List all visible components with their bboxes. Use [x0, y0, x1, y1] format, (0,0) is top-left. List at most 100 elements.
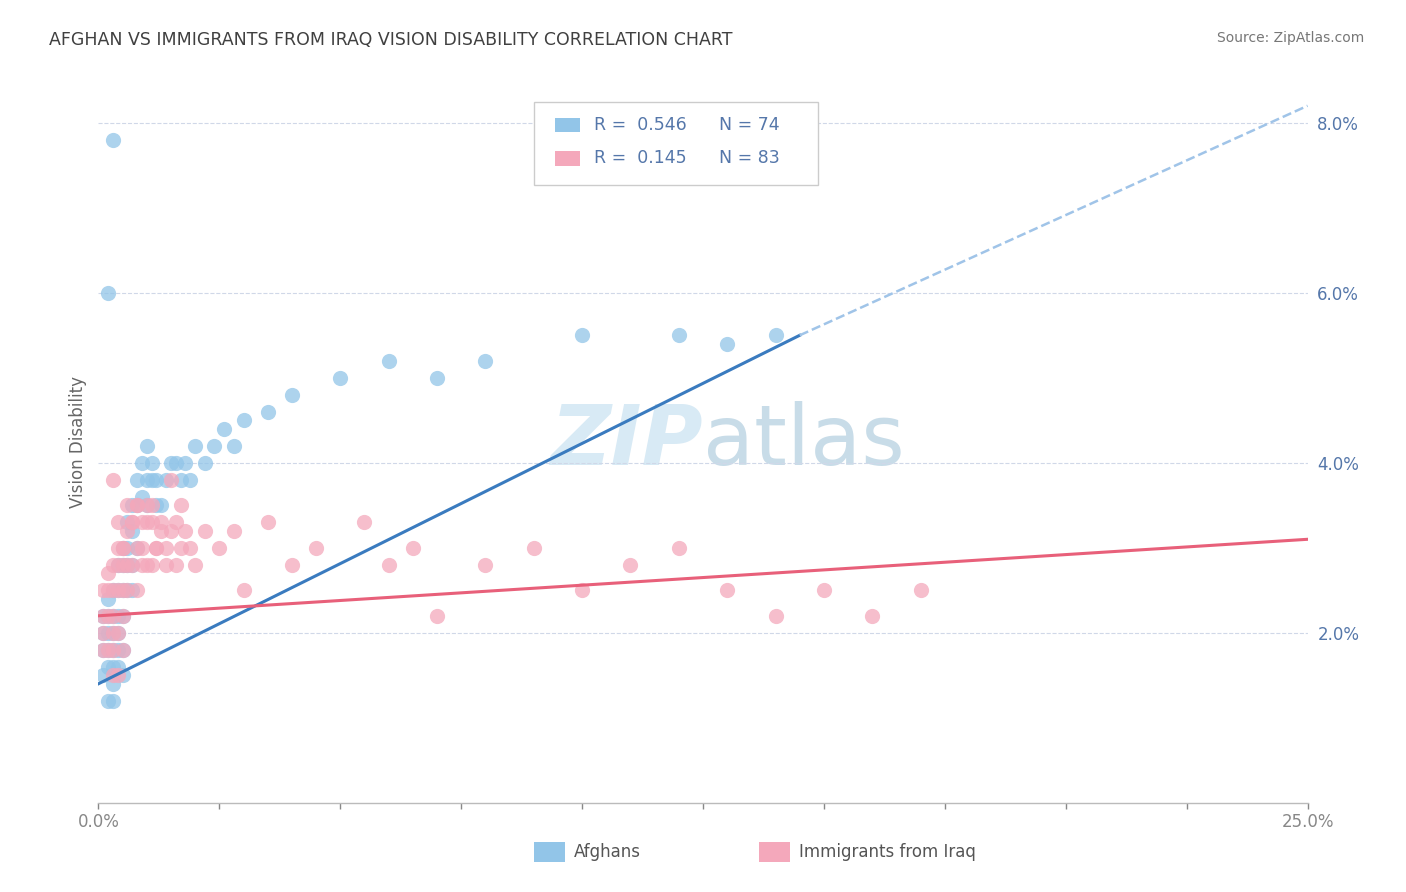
- Text: N = 83: N = 83: [718, 149, 779, 168]
- Point: [97, 285, 120, 300]
- Point: [155, 541, 177, 555]
- Point: [107, 558, 129, 572]
- Text: ZIP: ZIP: [550, 401, 703, 482]
- Point: [97, 566, 120, 581]
- Point: [127, 541, 149, 555]
- Text: atlas: atlas: [703, 401, 904, 482]
- Point: [97, 591, 120, 606]
- Point: [523, 541, 546, 555]
- Point: [121, 558, 143, 572]
- Text: AFGHAN VS IMMIGRANTS FROM IRAQ VISION DISABILITY CORRELATION CHART: AFGHAN VS IMMIGRANTS FROM IRAQ VISION DI…: [49, 31, 733, 49]
- Point: [281, 388, 304, 402]
- Point: [141, 558, 163, 572]
- Point: [101, 625, 124, 640]
- Point: [179, 541, 201, 555]
- Point: [101, 133, 124, 147]
- Point: [765, 608, 787, 623]
- Point: [121, 516, 143, 530]
- Point: [117, 583, 139, 598]
- Text: R =  0.546: R = 0.546: [595, 116, 688, 134]
- Point: [107, 541, 129, 555]
- Point: [101, 694, 124, 708]
- Point: [256, 516, 278, 530]
- Point: [212, 422, 235, 436]
- Point: [111, 583, 134, 598]
- Point: [91, 583, 114, 598]
- Point: [204, 439, 226, 453]
- Point: [141, 456, 163, 470]
- Point: [117, 558, 139, 572]
- Point: [111, 608, 134, 623]
- Point: [145, 473, 167, 487]
- Point: [111, 642, 134, 657]
- Point: [131, 516, 153, 530]
- Point: [91, 642, 114, 657]
- Point: [107, 660, 129, 674]
- Point: [127, 541, 149, 555]
- Point: [121, 498, 143, 512]
- Text: N = 74: N = 74: [718, 116, 779, 134]
- Point: [101, 473, 124, 487]
- FancyBboxPatch shape: [534, 102, 818, 185]
- Point: [91, 608, 114, 623]
- Point: [101, 642, 124, 657]
- Point: [97, 660, 120, 674]
- Point: [111, 558, 134, 572]
- Point: [155, 473, 177, 487]
- Point: [377, 353, 399, 368]
- Point: [474, 353, 496, 368]
- Point: [127, 473, 149, 487]
- Point: [668, 328, 690, 343]
- Point: [281, 558, 304, 572]
- Point: [101, 558, 124, 572]
- Point: [426, 608, 449, 623]
- Point: [117, 558, 139, 572]
- Point: [107, 608, 129, 623]
- Point: [117, 524, 139, 538]
- Point: [141, 498, 163, 512]
- Point: [107, 558, 129, 572]
- Point: [222, 439, 245, 453]
- Point: [377, 558, 399, 572]
- Text: R =  0.145: R = 0.145: [595, 149, 686, 168]
- Point: [174, 524, 197, 538]
- Point: [179, 473, 201, 487]
- Point: [135, 498, 157, 512]
- Point: [101, 625, 124, 640]
- Point: [121, 558, 143, 572]
- Point: [121, 524, 143, 538]
- Point: [131, 456, 153, 470]
- Point: [97, 642, 120, 657]
- Point: [165, 558, 187, 572]
- Point: [150, 516, 173, 530]
- Point: [111, 541, 134, 555]
- Point: [353, 516, 375, 530]
- Point: [107, 583, 129, 598]
- Point: [571, 583, 593, 598]
- Point: [135, 439, 157, 453]
- Point: [150, 524, 173, 538]
- Point: [145, 498, 167, 512]
- Point: [91, 642, 114, 657]
- Point: [91, 608, 114, 623]
- Point: [117, 516, 139, 530]
- Point: [765, 328, 787, 343]
- Point: [107, 516, 129, 530]
- Point: [101, 677, 124, 691]
- Text: Immigrants from Iraq: Immigrants from Iraq: [799, 843, 976, 861]
- Point: [107, 668, 129, 682]
- Point: [208, 541, 231, 555]
- Point: [155, 558, 177, 572]
- Point: [135, 498, 157, 512]
- Point: [101, 642, 124, 657]
- Point: [194, 456, 217, 470]
- Point: [131, 558, 153, 572]
- Point: [402, 541, 425, 555]
- Point: [165, 516, 187, 530]
- Point: [111, 608, 134, 623]
- Point: [184, 558, 207, 572]
- Point: [135, 473, 157, 487]
- Point: [150, 498, 173, 512]
- Point: [135, 558, 157, 572]
- Point: [135, 516, 157, 530]
